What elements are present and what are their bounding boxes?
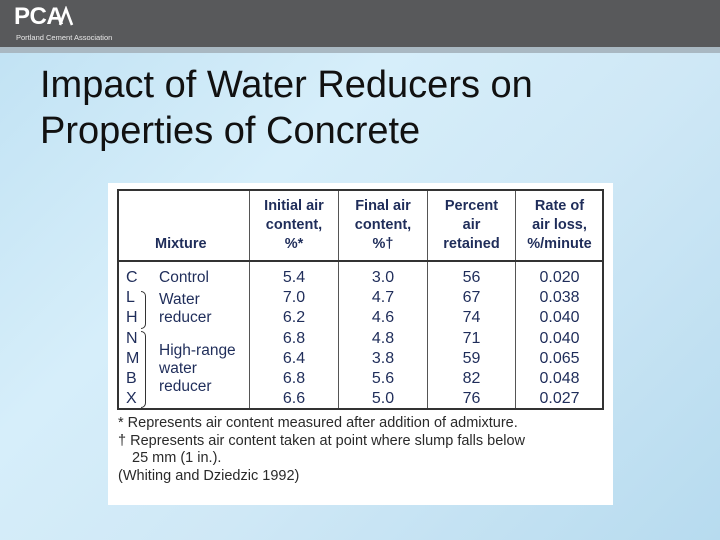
initial-air-values: 5.4 7.0 6.2 6.8 6.4 6.8 6.6 — [251, 268, 337, 409]
table-cell: 4.7 — [371, 289, 395, 307]
group-label-high-range-3: reducer — [159, 378, 212, 395]
bracket-water-reducer — [141, 291, 146, 329]
mixture-code: M — [126, 349, 140, 367]
table-cell: 5.0 — [371, 390, 395, 408]
header-text: %/minute — [527, 236, 592, 252]
column-header-mixture: Mixture — [155, 236, 207, 252]
column-header-final-air: Final air content, %† — [340, 197, 426, 254]
slide-title-line-1: Impact of Water Reducers on — [40, 64, 533, 106]
group-label-high-range-1: High-range — [159, 342, 236, 359]
table-cell: 6.2 — [282, 309, 306, 327]
table-cell: 0.040 — [539, 309, 580, 327]
table-cell: 6.4 — [282, 349, 306, 367]
column-divider — [515, 191, 516, 408]
table-cell: 0.040 — [539, 329, 580, 347]
table-cell: 6.8 — [282, 369, 306, 387]
source-citation: (Whiting and Dziedzic 1992) — [118, 467, 300, 484]
table-cell: 0.038 — [539, 289, 580, 307]
logo-subtitle: Portland Cement Association — [16, 33, 113, 42]
table-cell: 0.020 — [539, 269, 580, 286]
table-cell: 59 — [462, 349, 481, 367]
mixture-code: N — [126, 329, 138, 347]
mixture-code: B — [126, 369, 137, 387]
group-label-water-reducer-2: reducer — [159, 309, 212, 326]
header-text: air — [462, 217, 481, 233]
data-table: Mixture Initial air content, %* Final ai… — [117, 189, 604, 410]
table-cell: 0.048 — [539, 369, 580, 387]
header-text: Final air — [355, 198, 411, 214]
header-text: Initial air — [264, 198, 324, 214]
header-text: retained — [443, 236, 500, 252]
header-text: Rate of — [534, 198, 585, 214]
bracket-high-range — [141, 331, 146, 408]
slide-title-line-2: Properties of Concrete — [40, 110, 421, 152]
footnote-dagger-cont: 25 mm (1 in.). — [132, 450, 222, 466]
header-rule — [119, 260, 602, 262]
header-text: Percent — [444, 198, 499, 214]
mixture-code: C — [126, 269, 138, 286]
column-divider — [338, 191, 339, 408]
rate-loss-values: 0.020 0.038 0.040 0.040 0.065 0.048 0.02… — [517, 268, 602, 409]
header-text: content, — [354, 217, 412, 233]
logo-mark-icon — [58, 6, 74, 26]
table-cell: 3.0 — [371, 269, 395, 286]
table-cell: 5.4 — [282, 269, 306, 286]
header-text: content, — [265, 217, 323, 233]
group-label-high-range-2: water — [159, 360, 197, 377]
header-text: %† — [372, 236, 394, 252]
column-header-initial-air: Initial air content, %* — [251, 197, 337, 254]
mixture-code: H — [126, 309, 138, 327]
footnote-dagger: † Represents air content taken at point … — [118, 432, 526, 449]
table-figure: Mixture Initial air content, %* Final ai… — [108, 183, 613, 505]
table-cell: 82 — [462, 369, 481, 387]
table-cell: 7.0 — [282, 289, 306, 307]
mixture-code: X — [126, 390, 137, 408]
table-cell: 5.6 — [371, 369, 395, 387]
footnote-asterisk: * Represents air content measured after … — [118, 415, 518, 431]
table-cell: 56 — [462, 269, 481, 286]
final-air-values: 3.0 4.7 4.6 4.8 3.8 5.6 5.0 — [340, 268, 426, 409]
percent-retained-values: 56 67 74 71 59 82 76 — [429, 268, 514, 409]
mixture-codes: C L H N M B X — [126, 268, 139, 409]
header-bar: PCA Portland Cement Association — [0, 0, 720, 47]
column-divider — [249, 191, 250, 408]
group-label-control: Control — [159, 269, 209, 286]
column-divider — [427, 191, 428, 408]
mixture-code: L — [126, 289, 135, 307]
table-cell: 4.6 — [371, 309, 395, 327]
table-cell: 76 — [462, 390, 481, 408]
group-label-water-reducer-1: Water — [159, 291, 200, 308]
header-text: %* — [284, 236, 304, 252]
header-text: air loss, — [532, 217, 587, 233]
table-cell: 6.6 — [282, 390, 306, 408]
table-cell: 0.027 — [539, 390, 580, 408]
table-cell: 4.8 — [371, 329, 395, 347]
table-cell: 0.065 — [539, 349, 580, 367]
table-cell: 67 — [462, 289, 481, 307]
column-header-percent-retained: Percent air retained — [429, 197, 514, 254]
table-cell: 6.8 — [282, 329, 306, 347]
slide-title: Impact of Water Reducers on Properties o… — [40, 62, 680, 154]
table-footnotes: * Represents air content measured after … — [118, 415, 608, 485]
column-header-rate-of-loss: Rate of air loss, %/minute — [517, 197, 602, 254]
table-cell: 71 — [462, 329, 481, 347]
table-cell: 74 — [462, 309, 481, 327]
pca-logo: PCA — [14, 3, 64, 30]
table-cell: 3.8 — [371, 349, 395, 367]
header-divider — [0, 47, 720, 53]
